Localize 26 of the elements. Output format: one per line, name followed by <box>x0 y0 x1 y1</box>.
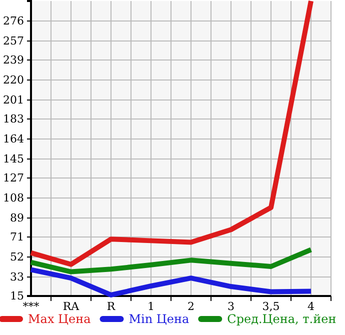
x-tick-label: 4 <box>308 300 314 313</box>
y-tick-label: 276 <box>3 14 24 28</box>
x-tick-label: RA <box>62 300 80 313</box>
y-tick-label: 52 <box>10 250 24 264</box>
y-tick-label: 239 <box>3 54 24 67</box>
x-tick-label: 3,5 <box>262 300 280 313</box>
legend-label: Сред.Цена, т.йен <box>227 312 336 326</box>
y-tick-label: 108 <box>3 192 24 205</box>
x-tick-label: *** <box>22 300 40 313</box>
y-tick-label: 71 <box>10 230 24 244</box>
y-tick-label: 89 <box>10 212 24 225</box>
x-tick-label: 3 <box>228 300 234 313</box>
y-tick-label: 127 <box>3 172 24 185</box>
x-tick-label: 2 <box>188 300 194 313</box>
x-tick-label: R <box>106 300 116 313</box>
y-tick-label: 201 <box>3 94 24 107</box>
legend-label: Min Цена <box>128 312 190 326</box>
y-tick-label: 220 <box>3 74 24 87</box>
legend-label: Max Цена <box>28 312 91 326</box>
y-tick-label: 183 <box>3 112 24 126</box>
y-tick-label: 33 <box>10 270 24 284</box>
y-tick-label: 164 <box>3 132 24 146</box>
x-tick-label: 1 <box>148 300 154 313</box>
y-tick-label: 257 <box>3 34 24 48</box>
y-tick-label: 15 <box>10 290 24 303</box>
y-tick-label: 145 <box>3 152 24 166</box>
